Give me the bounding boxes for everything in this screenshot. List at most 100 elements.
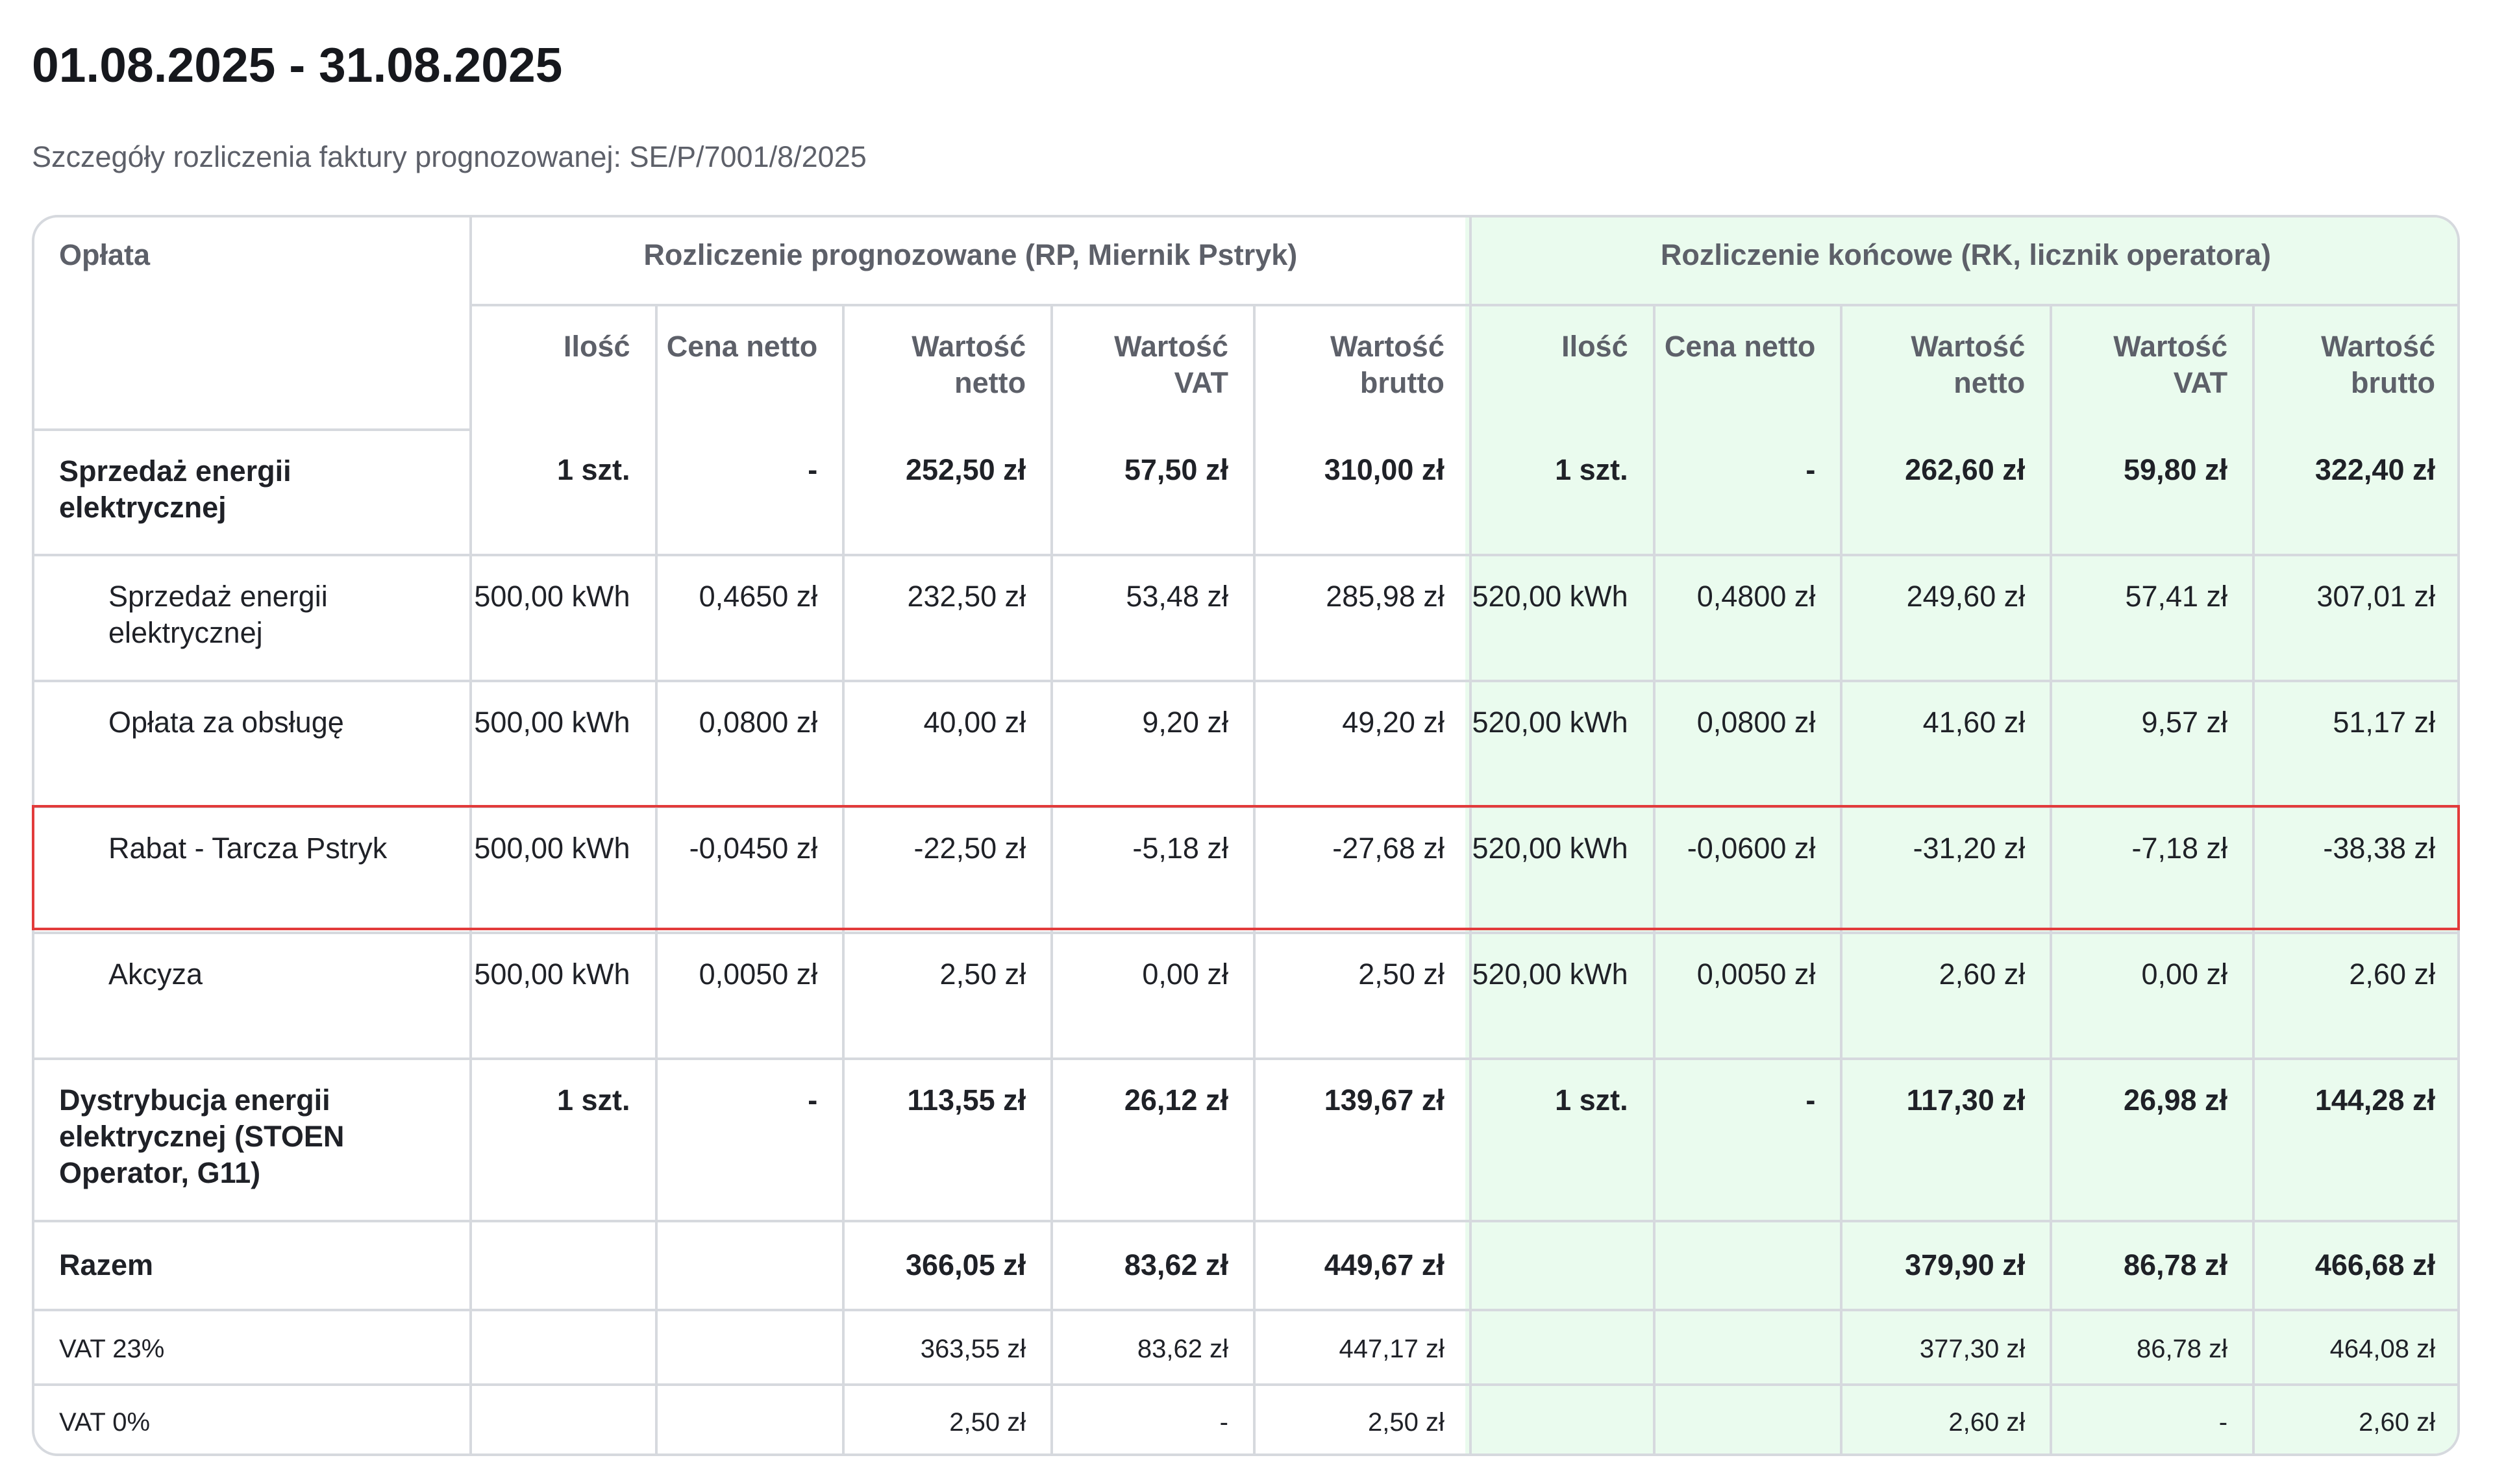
subheader-rp-net-price: Cena netto [654,304,845,430]
table-cell: -22,50 zł [842,806,1054,934]
table-cell: 322,40 zł [2252,430,2457,556]
row-label: Sprzedaż energii elektrycznej [34,430,472,556]
table-cell: 249,60 zł [1840,554,2053,682]
table-cell: 49,20 zł [1252,680,1472,808]
table-cell: 86,78 zł [2050,1220,2255,1311]
table-cell: 520,00 kWh [1469,554,1656,682]
table-cell [654,1383,845,1453]
table-cell [469,1220,658,1311]
table-cell: 0,0800 zł [654,680,845,808]
table-cell: 2,60 zł [1840,932,2053,1060]
table-cell [1469,1383,1656,1453]
table-cell: 520,00 kWh [1469,932,1656,1060]
table-cell: - [1652,1057,1843,1222]
table-cell: 0,0800 zł [1652,680,1843,808]
table-cell: -5,18 zł [1050,806,1256,934]
table-cell: 520,00 kWh [1469,806,1656,934]
table-cell: - [654,430,845,556]
table-cell [1469,1309,1656,1386]
table-cell: 520,00 kWh [1469,680,1656,808]
table-cell: 310,00 zł [1252,430,1472,556]
row-label: Dystrybucja energii elektrycznej (STOEN … [34,1057,472,1222]
table-cell: 53,48 zł [1050,554,1256,682]
table-cell: 40,00 zł [842,680,1054,808]
table-cell: 1 szt. [1469,430,1656,556]
header-forecast-settlement: Rozliczenie prognozowane (RP, Miernik Ps… [469,217,1472,306]
table-cell: 2,50 zł [842,932,1054,1060]
table-cell: 0,00 zł [1050,932,1256,1060]
table-cell: 1 szt. [1469,1057,1656,1222]
table-cell: 449,67 zł [1252,1220,1472,1311]
table-cell: -31,20 zł [1840,806,2053,934]
subheader-rp-net-value: Wartość netto [842,304,1054,430]
table-cell [469,1383,658,1453]
table-row-total: Razem 366,05 zł 83,62 zł 449,67 zł 379,90 zł… [34,1220,2457,1311]
settlement-table: Opłata Rozliczenie prognozowane (RP, Mie… [34,217,2457,1453]
table-cell [1469,1220,1656,1311]
table-cell: 0,0050 zł [1652,932,1843,1060]
table-cell: 57,41 zł [2050,554,2255,682]
subheader-rp-quantity: Ilość [470,304,658,430]
table-cell: -27,68 zł [1252,806,1472,934]
table-cell: 139,67 zł [1252,1057,1472,1222]
header-final-settlement: Rozliczenie końcowe (RK, licznik operato… [1469,217,2457,306]
row-label: VAT 0% [34,1383,472,1453]
table-cell: 363,55 zł [842,1309,1054,1386]
table-cell: 2,50 zł [842,1383,1054,1453]
table-cell: 2,50 zł [1252,1383,1472,1453]
subheader-rp-vat-value: Wartość VAT [1050,304,1256,430]
table-cell: 500,00 kWh [469,932,658,1060]
row-label: Rabat - Tarcza Pstryk [34,806,472,934]
table-cell: 0,00 zł [2050,932,2255,1060]
table-cell [469,1309,658,1386]
table-cell: 466,68 zł [2252,1220,2457,1311]
table-cell: 285,98 zł [1252,554,1472,682]
subheader-rp-gross-value: Wartość brutto [1252,304,1472,430]
table-cell: 86,78 zł [2050,1309,2255,1386]
table-cell: 83,62 zł [1050,1220,1256,1311]
table-cell: 0,0050 zł [654,932,845,1060]
table-cell [654,1309,845,1386]
table-cell: - [2050,1383,2255,1453]
table-cell: 500,00 kWh [469,680,658,808]
table-row-vat: VAT 23% 363,55 zł 83,62 zł 447,17 zł 377,30 … [34,1309,2457,1386]
table-row: Sprzedaż energii elektrycznej 500,00 kWh 0… [34,554,2457,682]
row-label: VAT 23% [34,1309,472,1386]
table-cell: -0,0600 zł [1652,806,1843,934]
row-label: Opłata za obsługę [34,680,472,808]
table-cell: -7,18 zł [2050,806,2255,934]
row-label: Sprzedaż energii elektrycznej [34,554,472,682]
table-row: Opłata za obsługę 500,00 kWh 0,0800 zł 40,0… [34,680,2457,808]
table-cell: 447,17 zł [1252,1309,1472,1386]
table-row: Sprzedaż energii elektrycznej 1 szt. -252,… [34,430,2457,556]
table-cell: 113,55 zł [842,1057,1054,1222]
table-cell: - [1652,430,1843,556]
table-cell [654,1220,845,1311]
table-row: Rabat - Tarcza Pstryk 500,00 kWh -0,0450 z… [34,806,2457,934]
subheader-rk-net-value: Wartość netto [1840,304,2053,430]
table-cell: 9,57 zł [2050,680,2255,808]
table-cell [1652,1383,1843,1453]
table-cell [1652,1220,1843,1311]
table-cell: 252,50 zł [842,430,1054,556]
subheader-rk-net-price: Cena netto [1652,304,1843,430]
table-cell: 377,30 zł [1840,1309,2053,1386]
table-row-vat: VAT 0% 2,50 zł -2,50 zł 2,60 zł -2,60 zł [34,1383,2457,1453]
table-cell: - [1050,1383,1256,1453]
subheader-rk-quantity: Ilość [1469,304,1656,430]
table-cell: 0,4800 zł [1652,554,1843,682]
table-cell: 464,08 zł [2252,1309,2457,1386]
table-cell: 366,05 zł [842,1220,1054,1311]
subheader-rk-gross-value: Wartość brutto [2252,304,2457,430]
table-cell: -0,0450 zł [654,806,845,934]
table-cell: 2,60 zł [2252,932,2457,1060]
table-cell: 51,17 zł [2252,680,2457,808]
table-cell: 2,60 zł [1840,1383,2053,1453]
row-label: Razem [34,1220,472,1311]
table-cell: 26,12 zł [1050,1057,1256,1222]
table-cell: 41,60 zł [1840,680,2053,808]
table-cell: 26,98 zł [2050,1057,2255,1222]
table-cell: 57,50 zł [1050,430,1256,556]
invoice-subtitle: Szczegóły rozliczenia faktury prognozowa… [32,140,867,173]
table-row: Dystrybucja energii elektrycznej (STOEN … [34,1057,2457,1222]
